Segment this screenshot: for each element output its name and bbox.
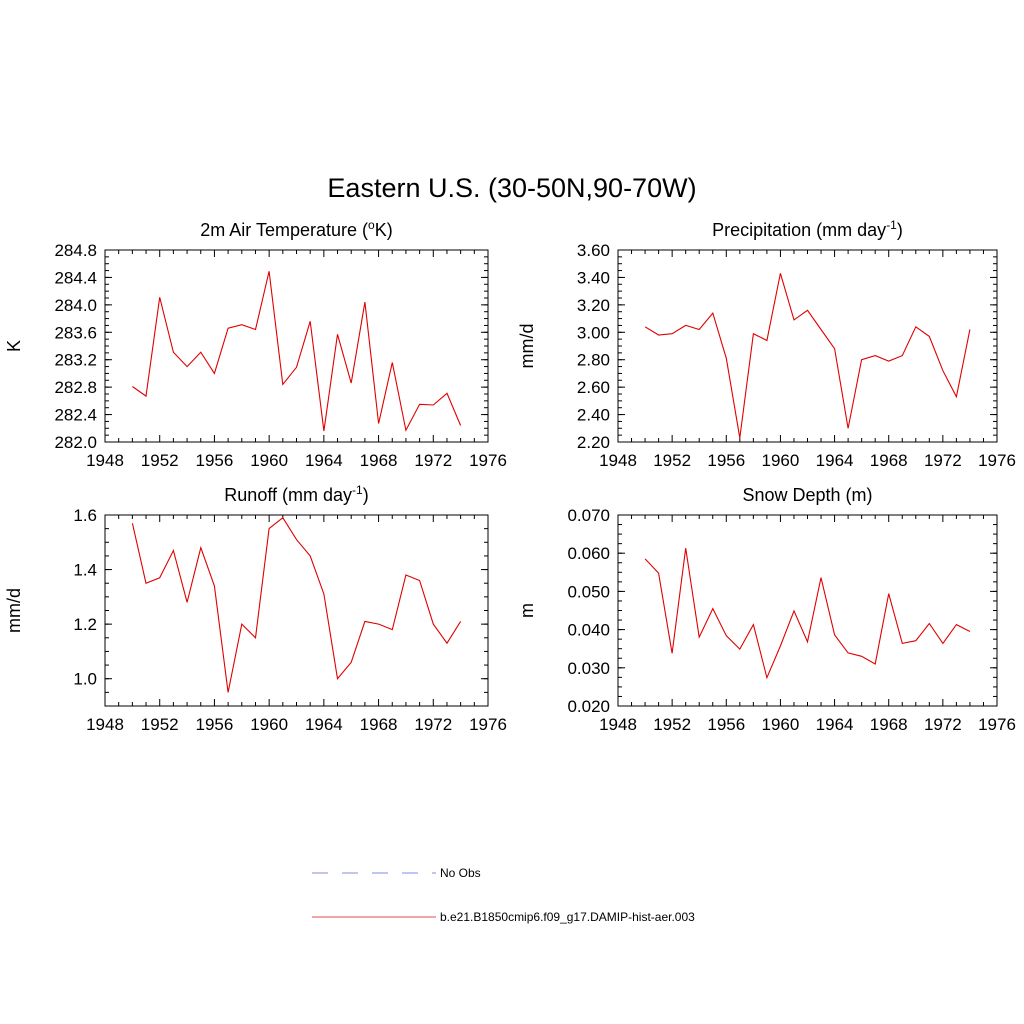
x-tick-label: 1976 [469, 451, 507, 470]
panels: 2m Air Temperature (oK)1948 1952 1956 1960 1… [4, 218, 1016, 734]
y-tick-label: 3.40 [577, 268, 610, 287]
legend: No Obs b.e21.B1850cmip6.f09_g17.DAMIP-his… [312, 866, 695, 924]
x-tick-label: 1956 [707, 451, 745, 470]
y-tick-label: 0.070 [567, 506, 610, 525]
panel-title-tail: K) [375, 220, 393, 240]
panel-title-sup: -1 [886, 218, 897, 232]
legend-item-1: No Obs [312, 866, 481, 880]
y-tick-label: 3.20 [577, 296, 610, 315]
y-tick-label: 283.6 [54, 323, 97, 342]
x-tick-label: 1964 [305, 715, 343, 734]
x-tick-label: 1960 [250, 451, 288, 470]
y-tick-label: 3.60 [577, 241, 610, 260]
x-tick-label: 1976 [978, 451, 1016, 470]
y-axis-label: mm/d [4, 588, 24, 633]
y-axis-label: mm/d [517, 324, 537, 369]
x-tick-label: 1964 [816, 715, 854, 734]
panel-title-main: 2m Air Temperature ( [200, 220, 368, 240]
panel-title-sup: -1 [352, 483, 363, 497]
figure-title: Eastern U.S. (30-50N,90-70W) [327, 173, 696, 203]
panel-title-main: Precipitation (mm day [712, 220, 886, 240]
panel-title: Precipitation (mm day-1) [712, 218, 903, 240]
x-tick-label: 1964 [816, 451, 854, 470]
y-tick-label: 283.2 [54, 351, 97, 370]
y-tick-label: 0.050 [567, 582, 610, 601]
panel-title-tail: ) [363, 485, 369, 505]
y-axis-label: K [4, 340, 24, 352]
x-tick-label: 1948 [86, 451, 124, 470]
y-tick-label: 2.20 [577, 433, 610, 452]
y-tick-label: 2.80 [577, 351, 610, 370]
panel-2: Precipitation (mm day-1) 1948 1952 1956 1960… [517, 218, 1016, 470]
series-line [644, 273, 971, 438]
x-tick-label: 1968 [870, 451, 908, 470]
x-tick-label: 1972 [924, 715, 962, 734]
panel-title-sup: o [368, 218, 375, 232]
x-tick-label: 1960 [762, 715, 800, 734]
y-axis-label: m [517, 603, 537, 618]
x-tick-label: 1968 [870, 715, 908, 734]
x-tick-label: 1952 [653, 715, 691, 734]
panel-title: Runoff (mm day-1) [224, 483, 368, 505]
y-tick-label: 0.020 [567, 697, 610, 716]
x-tick-label: 1976 [469, 715, 507, 734]
y-tick-label: 284.4 [54, 268, 97, 287]
plot-frame [617, 514, 998, 707]
y-tick-label: 284.0 [54, 296, 97, 315]
panel-title-main: Runoff (mm day [224, 485, 352, 505]
x-tick-label: 1972 [924, 451, 962, 470]
x-tick-label: 1968 [360, 715, 398, 734]
x-tick-label: 1960 [250, 715, 288, 734]
panel-title-main: Snow Depth (m) [742, 485, 872, 505]
panel-4: Snow Depth (m) 1948 1952 1956 1960 1964 1968 19… [517, 485, 1016, 734]
plot-frame [617, 249, 998, 443]
x-tick-label: 1960 [762, 451, 800, 470]
y-tick-label: 3.00 [577, 323, 610, 342]
y-tick-label: 1.4 [73, 561, 97, 580]
y-tick-label: 282.0 [54, 433, 97, 452]
y-tick-label: 2.40 [577, 406, 610, 425]
x-tick-label: 1956 [707, 715, 745, 734]
y-tick-label: 0.030 [567, 659, 610, 678]
x-tick-label: 1972 [414, 715, 452, 734]
series-line [644, 548, 971, 680]
x-tick-label: 1952 [653, 451, 691, 470]
series-line [132, 271, 462, 432]
y-tick-label: 282.4 [54, 406, 97, 425]
y-tick-label: 0.040 [567, 621, 610, 640]
plot-frame [104, 249, 489, 443]
legend-label: b.e21.B1850cmip6.f09_g17.DAMIP-hist-aer.… [440, 910, 695, 924]
x-tick-label: 1964 [305, 451, 343, 470]
x-tick-label: 1952 [141, 715, 179, 734]
x-tick-label: 1948 [86, 715, 124, 734]
panel-1: 2m Air Temperature (oK) 1948 1952 1956 1960 1… [4, 218, 507, 470]
plot-frame [104, 514, 489, 707]
y-tick-label: 1.0 [73, 670, 97, 689]
panel-title: Snow Depth (m) [742, 485, 872, 505]
y-tick-label: 282.8 [54, 378, 97, 397]
y-tick-label: 1.2 [73, 615, 97, 634]
x-tick-label: 1952 [141, 451, 179, 470]
y-tick-label: 284.8 [54, 241, 97, 260]
panel-title: 2m Air Temperature (oK) [200, 218, 392, 240]
legend-item-2: b.e21.B1850cmip6.f09_g17.DAMIP-hist-aer.… [312, 910, 695, 924]
x-tick-label: 1956 [196, 451, 234, 470]
x-tick-label: 1948 [599, 451, 637, 470]
y-tick-label: 0.060 [567, 544, 610, 563]
panel-3: Runoff (mm day-1) 1948 1952 1956 1960 1964 196… [4, 483, 507, 734]
x-tick-label: 1948 [599, 715, 637, 734]
y-tick-label: 1.6 [73, 506, 97, 525]
x-tick-label: 1956 [196, 715, 234, 734]
series-line [131, 516, 462, 693]
x-tick-label: 1972 [414, 451, 452, 470]
panel-title-tail: ) [897, 220, 903, 240]
y-tick-label: 2.60 [577, 378, 610, 397]
legend-label: No Obs [440, 866, 481, 880]
x-tick-label: 1968 [360, 451, 398, 470]
x-tick-label: 1976 [978, 715, 1016, 734]
